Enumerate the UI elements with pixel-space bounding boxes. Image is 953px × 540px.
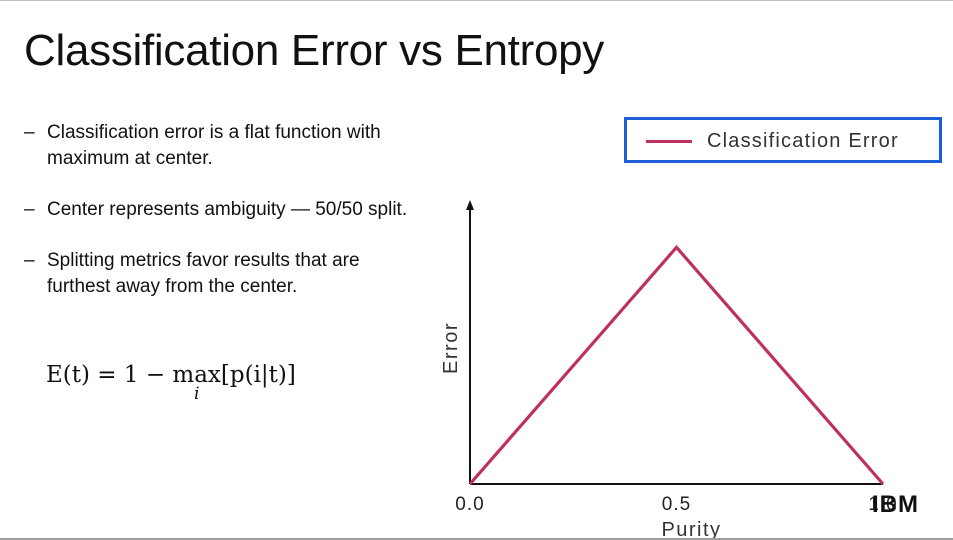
chart-legend: Classification Error	[624, 117, 942, 163]
x-tick-label: 0.5	[662, 494, 691, 515]
bullet-dash: –	[24, 250, 35, 271]
y-axis-label: Error	[440, 322, 462, 374]
slide-title: Classification Error vs Entropy	[24, 26, 604, 75]
series-line-classification-error	[468, 244, 885, 486]
bullet-text: Splitting metrics favor results that are…	[47, 250, 360, 297]
bullet-dash: –	[24, 122, 35, 143]
formula-subscript: i	[193, 384, 200, 404]
bullet-item: – Classification error is a flat functio…	[24, 120, 424, 172]
bullet-list: – Classification error is a flat functio…	[24, 120, 424, 325]
bullet-text: Center represents ambiguity — 50/50 spli…	[47, 199, 408, 220]
error-formula: E(t) = 1 − max i [p(i|t)]	[46, 362, 296, 404]
legend-label: Classification Error	[707, 130, 899, 152]
formula-rhs: [p(i|t)]	[220, 362, 296, 388]
legend-swatch	[646, 140, 692, 143]
x-tick-label: 0.0	[455, 494, 484, 515]
bullet-dash: –	[24, 199, 35, 220]
ibm-logo: IBM	[872, 491, 919, 518]
y-axis-arrow	[466, 200, 474, 210]
bullet-item: – Center represents ambiguity — 50/50 sp…	[24, 197, 424, 223]
bullet-text: Classification error is a flat function …	[47, 122, 381, 169]
formula-lhs: E(t) = 1 −	[46, 362, 173, 388]
x-axis-label: Purity	[661, 519, 721, 540]
bullet-item: – Splitting metrics favor results that a…	[24, 248, 424, 300]
formula-max: max i	[172, 362, 221, 404]
bottom-divider	[0, 538, 953, 540]
top-divider	[0, 0, 953, 1]
formula-max-op: max	[172, 362, 221, 388]
